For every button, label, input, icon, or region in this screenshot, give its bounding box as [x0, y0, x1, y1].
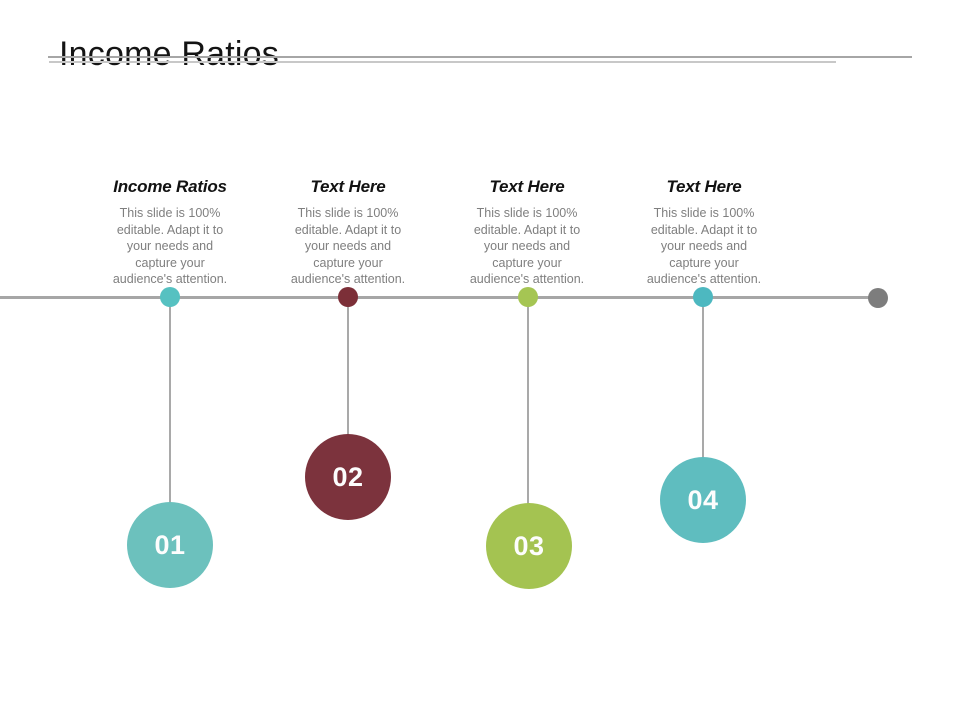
step-circle-4: 04	[660, 457, 746, 543]
timeline-column-4: Text Here This slide is 100% editable. A…	[616, 177, 792, 288]
step-number: 03	[513, 530, 545, 561]
step-circle-2: 02	[305, 434, 391, 520]
column-heading: Income Ratios	[113, 177, 227, 196]
slide-title: Income Ratios	[59, 34, 279, 73]
step-circle-1: 01	[127, 502, 213, 588]
timeline-line	[0, 296, 879, 299]
step-circle-3: 03	[486, 503, 572, 589]
connector-line-1	[169, 298, 171, 503]
timeline-dot-4	[693, 287, 713, 307]
step-number: 01	[154, 529, 186, 560]
connector-line-4	[702, 298, 704, 458]
column-body: This slide is 100% editable. Adapt it to…	[469, 206, 585, 286]
connector-line-2	[347, 298, 349, 435]
timeline-end-dot	[868, 288, 888, 308]
column-heading: Text Here	[310, 177, 386, 196]
column-heading: Text Here	[489, 177, 565, 196]
title-divider-top-line	[48, 56, 912, 58]
step-number: 04	[687, 484, 719, 515]
timeline-dot-3	[518, 287, 538, 307]
column-body: This slide is 100% editable. Adapt it to…	[646, 206, 762, 286]
column-heading: Text Here	[666, 177, 742, 196]
connector-line-3	[527, 298, 529, 504]
column-body: This slide is 100% editable. Adapt it to…	[290, 206, 406, 286]
title-divider-bottom-line	[49, 61, 836, 63]
timeline-dot-2	[338, 287, 358, 307]
timeline-column-2: Text Here This slide is 100% editable. A…	[260, 177, 436, 288]
column-body: This slide is 100% editable. Adapt it to…	[112, 206, 228, 286]
timeline-column-3: Text Here This slide is 100% editable. A…	[439, 177, 615, 288]
timeline-dot-1	[160, 287, 180, 307]
timeline-column-1: Income Ratios This slide is 100% editabl…	[82, 177, 258, 288]
step-number: 02	[332, 461, 364, 492]
